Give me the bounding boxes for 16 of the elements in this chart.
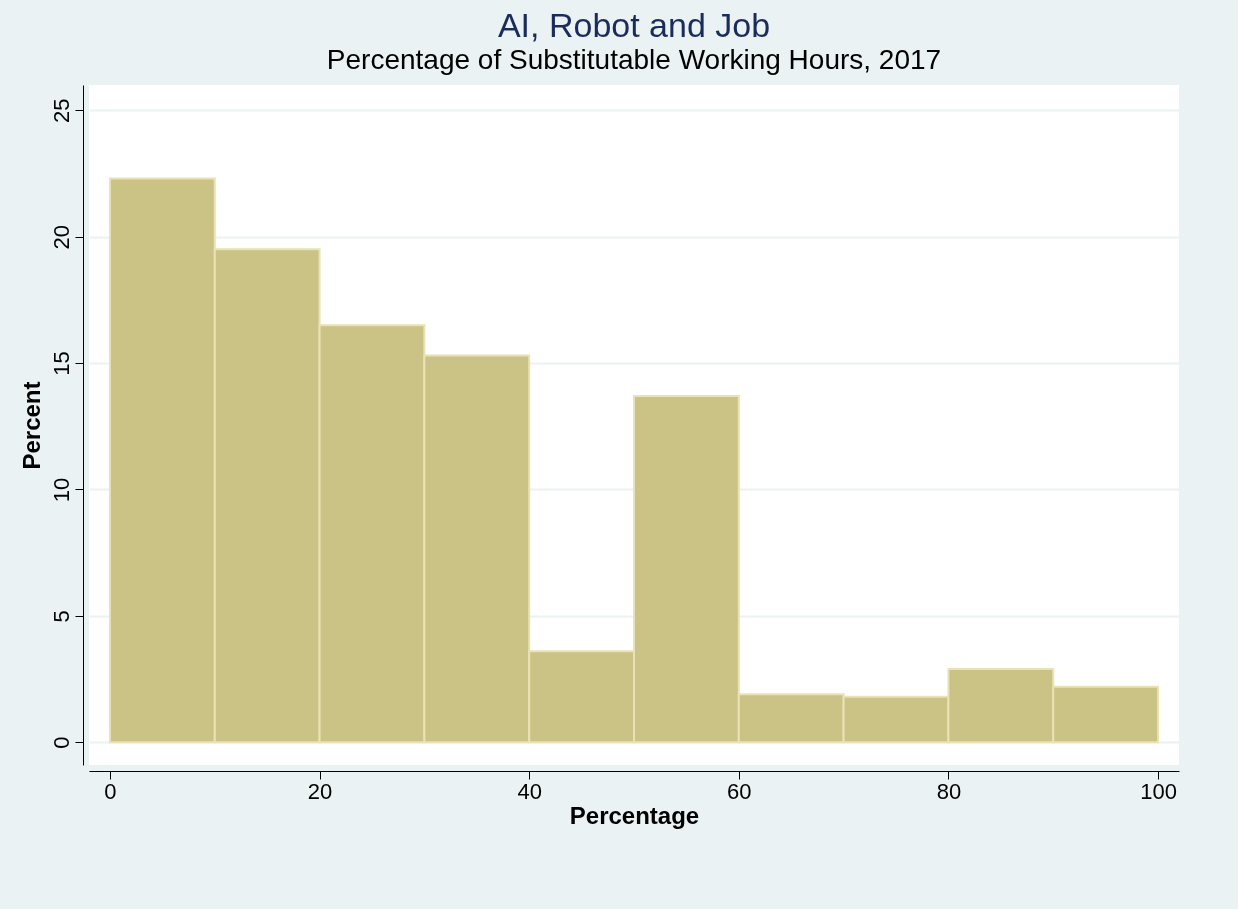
y-tick-label: 0 (48, 736, 74, 749)
y-tick-label: 20 (48, 224, 74, 250)
x-tick-label: 80 (936, 778, 962, 804)
x-tick-label: 20 (307, 778, 333, 804)
x-tick-label: 100 (1140, 778, 1177, 804)
y-tick-label: 10 (48, 477, 74, 503)
chart-title: AI, Robot and Job (497, 6, 771, 44)
y-axis-title: Percent (17, 381, 45, 470)
x-tick-label: 0 (104, 778, 117, 804)
chart-subtitle: Percentage of Substitutable Working Hours, 2017 (326, 44, 942, 75)
y-tick-label: 25 (48, 98, 74, 124)
y-tick-label: 15 (48, 351, 74, 376)
x-tick-label: 60 (727, 778, 752, 804)
x-tick-label: 40 (517, 778, 542, 804)
x-axis-title: Percentage (569, 801, 700, 829)
y-tick-label: 5 (48, 610, 74, 623)
